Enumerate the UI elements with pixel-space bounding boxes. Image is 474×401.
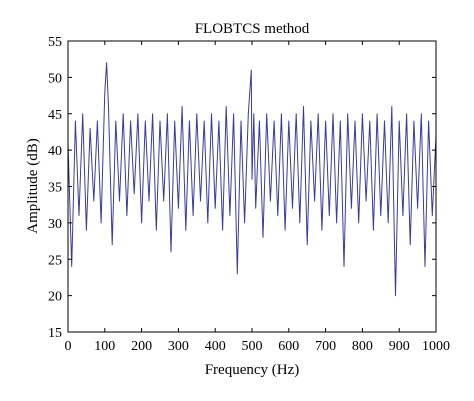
y-tick-label: 20 — [48, 290, 62, 305]
chart-title: FLOBTCS method — [195, 21, 310, 37]
x-tick-label: 0 — [65, 339, 72, 354]
y-tick-label: 55 — [48, 35, 62, 50]
x-tick-label: 300 — [168, 339, 189, 354]
x-axis-ticks: 0 100 200 300 400 500 600 700 800 900 1000 — [65, 41, 450, 354]
y-axis-ticks: 15 20 25 30 35 40 45 50 55 — [48, 35, 436, 341]
y-tick-label: 15 — [48, 326, 62, 341]
x-axis-title: Frequency (Hz) — [205, 362, 300, 378]
x-tick-label: 700 — [315, 339, 336, 354]
x-tick-label: 100 — [94, 339, 115, 354]
x-tick-label: 900 — [389, 339, 410, 354]
y-tick-label: 25 — [48, 253, 62, 268]
y-tick-label: 45 — [48, 108, 62, 123]
x-tick-label: 600 — [278, 339, 299, 354]
y-tick-label: 40 — [48, 144, 62, 159]
series-line-1 — [67, 62, 437, 297]
x-tick-label: 400 — [205, 339, 226, 354]
series-layer — [67, 62, 437, 297]
x-tick-label: 200 — [131, 339, 152, 354]
x-tick-label: 1000 — [422, 339, 450, 354]
y-tick-label: 50 — [48, 71, 62, 86]
y-tick-label: 35 — [48, 181, 62, 196]
y-axis-title: Amplitude (dB) — [25, 138, 41, 233]
x-tick-label: 500 — [242, 339, 263, 354]
y-tick-label: 30 — [48, 217, 62, 232]
x-tick-label: 800 — [352, 339, 373, 354]
